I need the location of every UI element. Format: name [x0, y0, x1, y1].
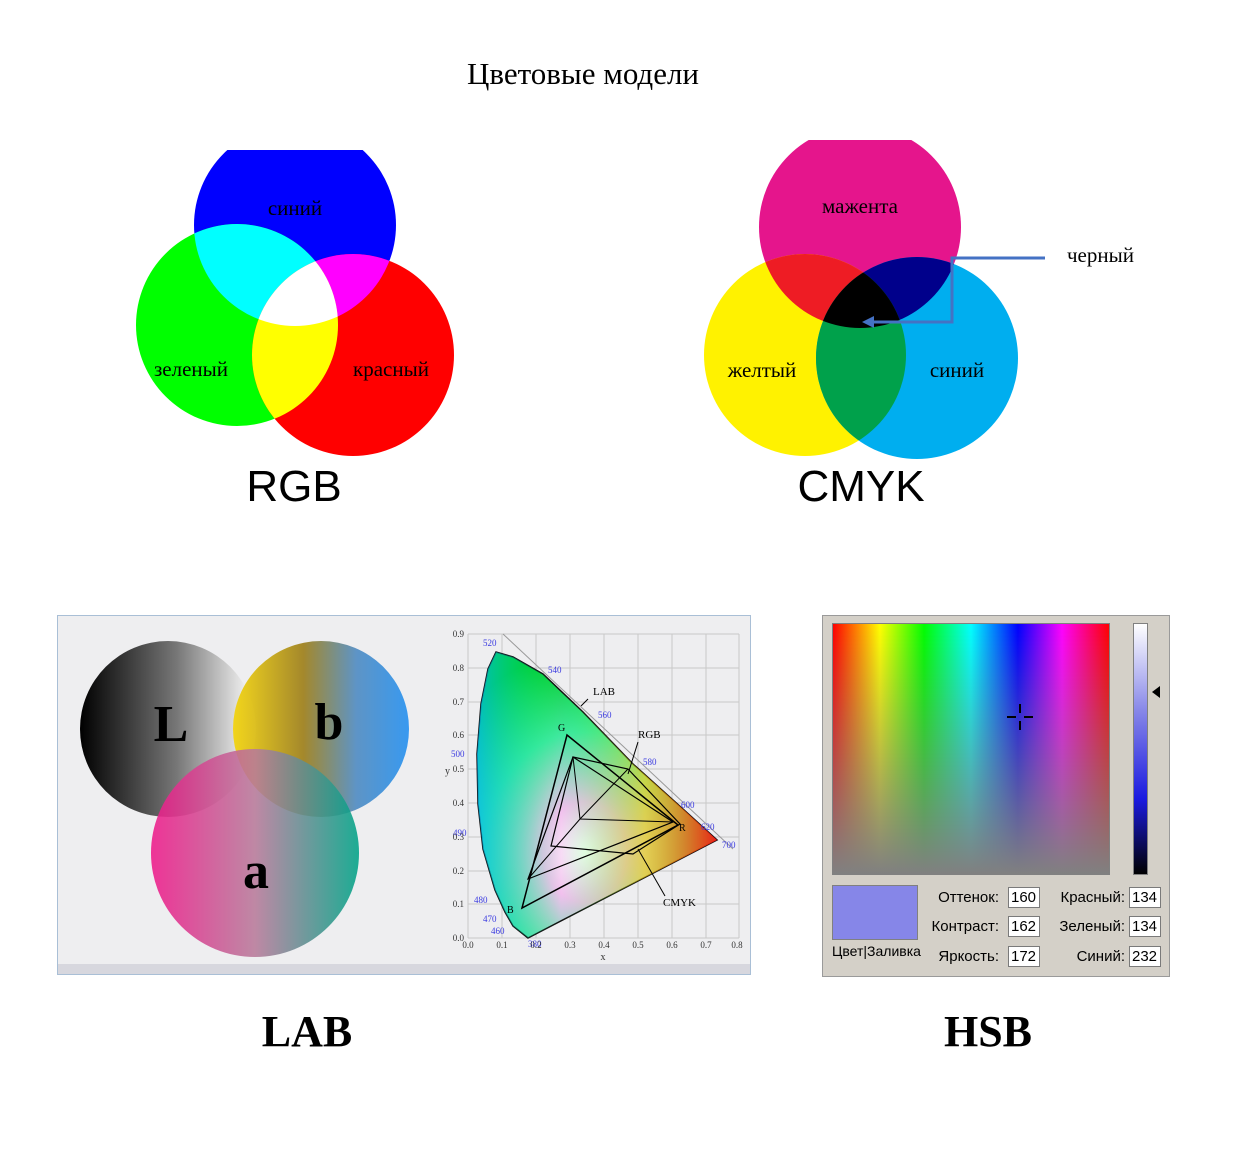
rgb-diagram: синий зеленый красный: [136, 150, 454, 456]
wavelength-label: 540: [548, 665, 562, 675]
hue-input[interactable]: 160: [1008, 887, 1040, 908]
red-input[interactable]: 134: [1129, 887, 1161, 908]
cmyk-model-label: CMYK: [797, 462, 925, 511]
x-tick-label: 0.1: [496, 940, 507, 950]
brightness-label: Яркость:: [938, 948, 999, 965]
swatch-caption: Цвет|Заливка: [832, 943, 921, 959]
rgb-red-label: красный: [353, 357, 429, 381]
y-axis-label: y: [445, 766, 450, 777]
black-pointer-arrowhead: [862, 316, 874, 328]
wavelength-label: 460: [491, 926, 505, 936]
wavelength-label: 600: [681, 800, 695, 810]
red-label: Красный:: [1060, 889, 1125, 906]
wavelength-label: 380: [528, 939, 542, 949]
lab-b-letter: b: [315, 694, 344, 751]
cmyk-gamut: [550, 756, 681, 855]
y-tick-label: 0.8: [453, 663, 465, 673]
wavelength-label: 580: [643, 757, 657, 767]
color-swatch: [832, 885, 918, 940]
hue-label: Оттенок:: [938, 889, 999, 906]
brightness-marker-icon[interactable]: [1152, 686, 1160, 698]
x-tick-label: 0.3: [564, 940, 576, 950]
black-pointer-line: [870, 256, 1045, 324]
lab-panel-footer: [58, 964, 750, 974]
cmyk-cyan-label: синий: [930, 358, 984, 382]
wavelength-label: 620: [701, 822, 715, 832]
y-tick-label: 0.2: [453, 866, 464, 876]
y-tick-label: 0.5: [453, 764, 465, 774]
page-title: Цветовые модели: [466, 56, 700, 91]
crosshair-icon: [1007, 704, 1033, 730]
rgb-gamut-label: RGB: [638, 729, 661, 741]
vertex-b-label: B: [507, 905, 514, 916]
lab-a-circle: [151, 749, 359, 957]
green-label: Зеленый:: [1059, 918, 1125, 935]
y-tick-label: 0.9: [453, 629, 465, 639]
rgb-gamut: [520, 733, 680, 910]
cmyk-diagram: мажента желтый синий черный: [704, 140, 1134, 459]
x-tick-label: 0.8: [731, 940, 743, 950]
hsb-color-picker: Цвет|Заливка Оттенок: 160 Контраст: 162 …: [822, 615, 1170, 977]
y-tick-label: 0.6: [453, 730, 465, 740]
hsb-model-label: HSB: [943, 1007, 1033, 1056]
y-tick-label: 0.7: [453, 697, 465, 707]
y-tick-label: 0.3: [453, 832, 465, 842]
cmyk-black-center: [816, 257, 906, 328]
wavelength-label: 520: [483, 638, 497, 648]
wavelength-label: 500: [451, 749, 465, 759]
vertex-r-label: R: [679, 823, 686, 834]
wavelength-label: 470: [483, 914, 497, 924]
blue-label: Синий:: [1076, 948, 1125, 965]
x-tick-label: 0.4: [598, 940, 610, 950]
wavelength-label: 490: [453, 828, 467, 838]
rgb-green-label: зеленый: [154, 357, 228, 381]
brightness-input[interactable]: 172: [1008, 946, 1040, 967]
x-tick-label: 0.0: [462, 940, 474, 950]
wavelength-label: 480: [474, 895, 488, 905]
x-tick-label: 0.6: [666, 940, 678, 950]
lab-a-letter: a: [243, 843, 269, 900]
lab-circles: L b a: [80, 641, 409, 957]
lab-model-label: LAB: [261, 1007, 353, 1056]
cmyk-yellow-label: желтый: [727, 358, 797, 382]
brightness-slider[interactable]: [1133, 623, 1148, 875]
wavelength-label: 560: [598, 710, 612, 720]
saturation-label: Контраст:: [931, 918, 999, 935]
cmyk-magenta-label: мажента: [822, 194, 899, 218]
green-input[interactable]: 134: [1129, 916, 1161, 937]
hue-saturation-field[interactable]: [832, 623, 1110, 875]
wavelength-label: 700: [722, 840, 736, 850]
lab-l-letter: L: [154, 696, 189, 753]
x-tick-label: 0.7: [700, 940, 712, 950]
lab-gamut-label: LAB: [593, 686, 615, 698]
x-tick-label: 0.5: [632, 940, 644, 950]
saturation-input[interactable]: 162: [1008, 916, 1040, 937]
y-tick-label: 0.4: [453, 798, 465, 808]
rgb-white-center: [252, 254, 338, 326]
x-axis-label: x: [601, 952, 606, 963]
cmyk-gamut-label: CMYK: [663, 897, 696, 909]
lab-panel: L b a: [57, 615, 751, 975]
x-tick-label: 0.2: [530, 940, 541, 950]
y-tick-label: 0.0: [453, 933, 465, 943]
vertex-g-label: G: [558, 723, 565, 734]
blue-input[interactable]: 232: [1129, 946, 1161, 967]
cie-chart: LAB RGB CMYK G R B 520 540 560 580 600 6…: [445, 629, 743, 963]
rgb-blue-label: синий: [268, 196, 322, 220]
y-tick-label: 0.1: [453, 899, 464, 909]
rgb-model-label: RGB: [246, 462, 342, 511]
cmyk-black-label: черный: [1067, 243, 1134, 267]
